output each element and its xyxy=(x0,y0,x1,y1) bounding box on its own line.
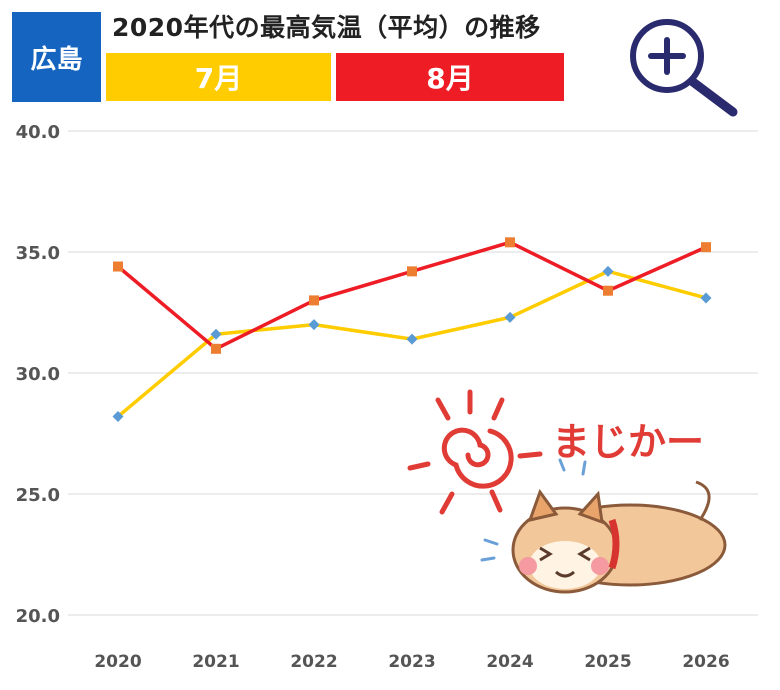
chart-series xyxy=(112,237,712,423)
data-point xyxy=(112,411,124,423)
region-label: 広島 xyxy=(12,12,101,102)
illustration-caption: まじかー xyxy=(552,420,704,464)
y-tick-label: 40.0 xyxy=(16,122,60,143)
chart-title: 2020年代の最高気温（平均）の推移 xyxy=(112,13,541,42)
sun-icon xyxy=(407,389,543,515)
data-point xyxy=(210,328,222,340)
magnifier-plus-icon[interactable] xyxy=(623,12,743,122)
x-tick-label: 2025 xyxy=(584,652,631,672)
y-axis-ticks: 40.0 35.0 30.0 25.0 20.0 xyxy=(16,122,60,627)
data-point xyxy=(309,295,319,306)
x-tick-label: 2021 xyxy=(192,652,239,672)
series-july xyxy=(112,265,712,423)
data-point xyxy=(701,242,711,253)
x-tick-label: 2024 xyxy=(486,652,533,672)
data-point xyxy=(602,265,614,277)
x-axis-ticks: 2020 2021 2022 2023 2024 2025 2026 xyxy=(94,652,729,672)
data-point xyxy=(211,343,221,354)
legend-july: 7月 xyxy=(106,53,331,101)
y-tick-label: 20.0 xyxy=(16,606,60,627)
chart-gridlines xyxy=(68,130,758,616)
data-point xyxy=(308,319,320,331)
y-tick-label: 30.0 xyxy=(16,364,60,385)
y-tick-label: 35.0 xyxy=(16,243,60,264)
data-point xyxy=(406,333,418,345)
x-tick-label: 2023 xyxy=(388,652,435,672)
dog-icon xyxy=(480,458,727,594)
data-point xyxy=(505,237,515,248)
x-tick-label: 2020 xyxy=(94,652,141,672)
legend-august: 8月 xyxy=(336,53,564,101)
x-tick-label: 2022 xyxy=(290,652,337,672)
data-point xyxy=(407,266,417,277)
data-point xyxy=(113,261,123,272)
series-august xyxy=(113,237,711,354)
x-tick-label: 2026 xyxy=(682,652,729,672)
data-point xyxy=(603,285,613,296)
data-point xyxy=(700,292,712,304)
data-point xyxy=(504,311,516,323)
y-tick-label: 25.0 xyxy=(16,485,60,506)
